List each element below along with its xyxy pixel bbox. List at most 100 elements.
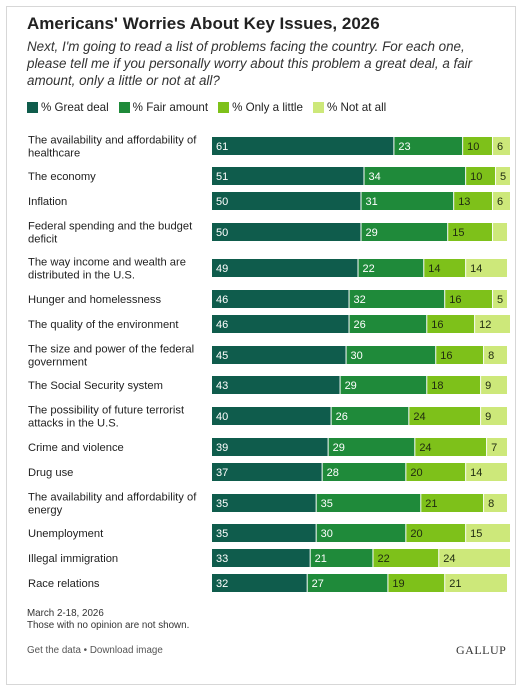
bar-segment xyxy=(466,167,496,185)
data-label: 37 xyxy=(216,467,228,479)
category-label: The quality of the environment xyxy=(28,319,179,331)
chart-title: Americans' Worries About Key Issues, 202… xyxy=(27,14,380,33)
bar-segment xyxy=(212,346,346,364)
data-label: 29 xyxy=(345,380,357,392)
gallup-logo: GALLUP xyxy=(456,643,507,657)
bar-segment xyxy=(212,315,349,333)
bar-segment xyxy=(212,494,316,512)
data-label: 5 xyxy=(500,171,506,183)
data-label: 21 xyxy=(315,553,327,565)
data-label: 22 xyxy=(363,263,375,275)
bar-segment xyxy=(409,407,481,425)
data-label: 8 xyxy=(488,498,494,510)
bar-row: The economy 51 34 10 5 xyxy=(28,167,510,185)
bar-segment xyxy=(388,574,445,592)
data-label: 49 xyxy=(216,263,228,275)
data-label: 61 xyxy=(216,141,228,153)
category-label: The way income and wealth are xyxy=(28,257,186,269)
data-label: 29 xyxy=(366,227,378,239)
data-label: 16 xyxy=(440,350,452,362)
bar-segment xyxy=(307,574,388,592)
data-label: 45 xyxy=(216,350,228,362)
bar-row: The quality of the environment 46 26 16 12 xyxy=(28,315,510,333)
bar-segment xyxy=(349,315,427,333)
data-label: 16 xyxy=(449,294,461,306)
data-label: 5 xyxy=(497,294,503,306)
data-label: 16 xyxy=(431,319,443,331)
bar-segment xyxy=(493,137,510,155)
category-label: Drug use xyxy=(28,467,73,479)
bar-segment xyxy=(466,463,508,481)
category-label: The economy xyxy=(28,171,96,183)
bar-segment xyxy=(328,438,415,456)
bar-row: Hunger and homelessness 46 32 16 5 xyxy=(28,290,508,308)
bar-segment xyxy=(448,223,493,241)
bar-segment xyxy=(415,438,487,456)
category-label: Hunger and homelessness xyxy=(28,294,161,306)
bar-segment xyxy=(439,549,510,567)
category-label: Federal spending and the budget xyxy=(28,221,193,233)
data-label: 14 xyxy=(428,263,440,275)
data-label: 10 xyxy=(470,171,482,183)
data-label: 40 xyxy=(216,411,228,423)
footer-separator: • xyxy=(83,645,88,656)
bar-segment xyxy=(463,137,493,155)
bar-segment xyxy=(484,346,508,364)
data-label: 30 xyxy=(321,528,333,540)
bar-row: The availability and affordability ofene… xyxy=(28,492,508,517)
data-label: 32 xyxy=(216,578,228,590)
get-data-link[interactable]: Get the data xyxy=(27,645,81,656)
footer-links: Get the data • Download image xyxy=(27,645,163,656)
legend-swatch-not-at-all xyxy=(312,102,324,113)
category-label: Crime and violence xyxy=(28,442,124,454)
bar-segment xyxy=(481,376,508,394)
category-label: distributed in the U.S. xyxy=(28,270,135,282)
bar-segment xyxy=(310,549,373,567)
data-label: 13 xyxy=(458,196,470,208)
bar-segment xyxy=(364,167,466,185)
data-label: 29 xyxy=(333,442,345,454)
legend-item-fair-amount: % Fair amount xyxy=(118,101,208,114)
data-label: 14 xyxy=(470,263,482,275)
bar-segment xyxy=(358,259,424,277)
data-label: 28 xyxy=(327,467,339,479)
bar-segment xyxy=(487,438,508,456)
data-label: 27 xyxy=(312,578,324,590)
bar-row: The way income and wealth aredistributed… xyxy=(28,257,508,282)
bar-segment xyxy=(361,223,448,241)
data-label: 34 xyxy=(368,171,380,183)
bar-segment xyxy=(316,524,406,542)
legend-item-great-deal: % Great deal xyxy=(27,101,109,114)
legend-item-not-at-all: % Not at all xyxy=(312,101,387,114)
category-label: healthcare xyxy=(28,148,80,160)
data-label: 50 xyxy=(216,227,228,239)
bar-segment xyxy=(346,346,436,364)
bar-segment xyxy=(445,290,493,308)
data-label: 15 xyxy=(470,528,482,540)
bar-row: Inflation 50 31 13 6 xyxy=(28,192,510,210)
data-label: 26 xyxy=(336,411,348,423)
bar-row: The possibility of future terroristattac… xyxy=(28,405,508,430)
bar-segment xyxy=(212,192,361,210)
bar-segment xyxy=(475,315,510,333)
data-label: 14 xyxy=(470,467,482,479)
bar-segment xyxy=(212,438,328,456)
bar-segment xyxy=(340,376,427,394)
bar-row: The availability and affordability ofhea… xyxy=(28,135,510,160)
bar-row: Drug use 37 28 20 14 xyxy=(28,463,508,481)
bar-segment xyxy=(349,290,445,308)
bar-segment xyxy=(406,463,466,481)
bar-segment xyxy=(406,524,466,542)
bar-segment xyxy=(436,346,484,364)
bar-segment xyxy=(212,259,358,277)
bar-segment xyxy=(212,167,364,185)
category-label: The size and power of the federal xyxy=(28,344,194,356)
download-image-link[interactable]: Download image xyxy=(89,645,163,656)
data-label: 18 xyxy=(431,380,443,392)
bar-segment xyxy=(212,137,394,155)
legend-label-not-at-all: % Not at all xyxy=(326,101,387,114)
category-label: Unemployment xyxy=(28,528,104,540)
bar-segment xyxy=(496,167,510,185)
